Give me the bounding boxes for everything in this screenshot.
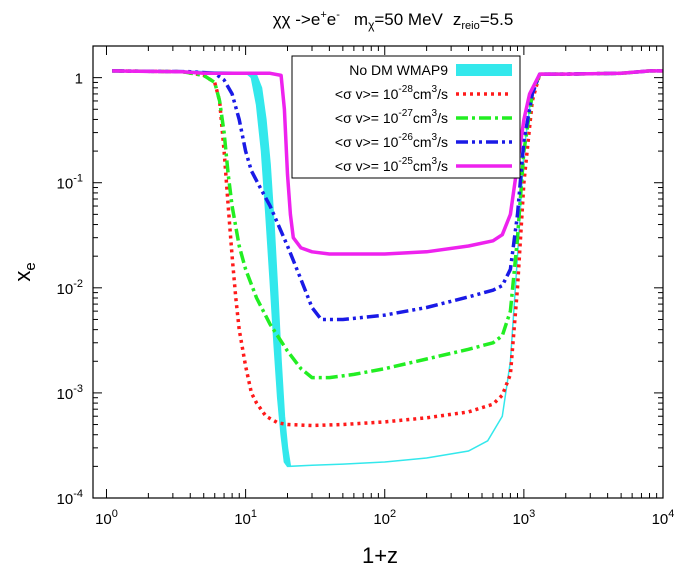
- axis-ticks: 100 101 102 103 104 1 10-1 10-2 10-3 10-4: [57, 45, 675, 528]
- y-axis-label: xe: [10, 262, 39, 281]
- band-no-dm-wmap9: [112, 70, 663, 468]
- legend-label-sigma--27: <σ v>= 10-27cm3/s: [335, 108, 448, 126]
- y-tick-label: 10-4: [57, 488, 83, 508]
- x-tick-label: 104: [652, 508, 675, 528]
- x-tick-label: 102: [373, 508, 396, 528]
- legend-label-sigma--28: <σ v>= 10-28cm3/s: [335, 84, 448, 102]
- legend-label-no-dm: No DM WMAP9: [349, 62, 448, 78]
- legend-label-sigma--26: <σ v>= 10-26cm3/s: [335, 132, 448, 150]
- series-line-sigma--25: [112, 69, 663, 256]
- x-tick-label: 101: [234, 508, 257, 528]
- y-tick-label: 1: [75, 71, 83, 88]
- legend-label-sigma--25: <σ v>= 10-25cm3/s: [335, 156, 448, 174]
- y-tick-label: 10-2: [57, 278, 83, 298]
- x-axis-label: 1+z: [362, 543, 398, 568]
- y-tick-label: 10-1: [57, 173, 83, 193]
- plot-area: [112, 69, 663, 468]
- series-line-sigma--27: [112, 69, 663, 380]
- chart-title: χχ ->e+e-mχ=50 MeV zreio=5.5: [273, 9, 514, 32]
- x-tick-label: 103: [512, 508, 535, 528]
- y-tick-label: 10-3: [57, 383, 83, 403]
- series-line-sigma--28: [112, 69, 663, 428]
- x-tick-label: 100: [95, 508, 118, 528]
- legend-swatch-no-dm: [456, 64, 512, 76]
- plot-frame: [92, 45, 664, 499]
- legend: No DM WMAP9 <σ v>= 10-28cm3/s <σ v>= 10-27…: [291, 55, 521, 179]
